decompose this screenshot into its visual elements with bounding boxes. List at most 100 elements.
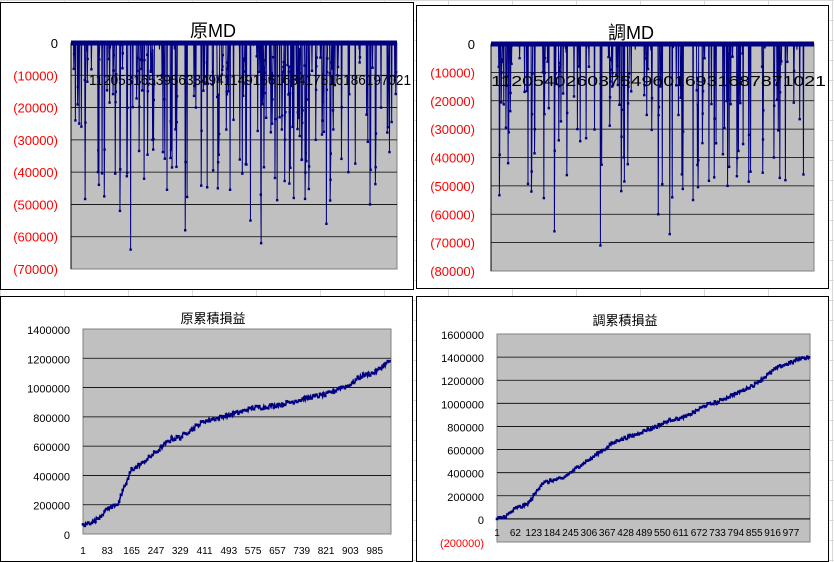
adj-cum-marker — [550, 479, 554, 483]
orig-cum-marker — [332, 391, 336, 394]
adj-md-marker — [659, 68, 663, 71]
orig-cum-x-tick-label: 165 — [123, 546, 140, 557]
adj-cum-y-tick-label: 1000000 — [441, 399, 484, 411]
adj-md-marker — [609, 68, 612, 71]
orig-md-marker — [174, 128, 177, 131]
orig-cum-marker — [367, 371, 370, 375]
orig-cum-marker — [187, 431, 191, 435]
adj-cum-x-tick-label: 245 — [562, 528, 579, 539]
adj-md-marker — [643, 93, 646, 97]
adj-md-marker — [553, 230, 556, 233]
adj-cum-marker — [610, 441, 614, 444]
orig-md-marker — [270, 78, 273, 81]
orig-cum-marker — [256, 404, 259, 408]
orig-md-marker — [386, 126, 390, 129]
adj-cum-marker — [668, 417, 671, 421]
orig-cum-marker — [99, 515, 103, 518]
adj-cum-marker — [516, 505, 520, 509]
orig-md-marker — [245, 163, 248, 166]
orig-md-marker — [259, 241, 263, 245]
orig-cum-marker — [252, 407, 256, 411]
adj-md-marker — [498, 194, 501, 197]
orig-md-marker — [282, 65, 285, 69]
orig-cum-x-tick-label: 985 — [366, 546, 383, 557]
orig-md-marker — [140, 58, 144, 62]
orig-cum-x-tick-label: 411 — [197, 546, 213, 557]
adj-cum-marker — [590, 457, 593, 461]
orig-cum-marker — [327, 390, 331, 393]
adj-md-marker — [507, 131, 510, 134]
orig-cum-marker — [215, 416, 219, 420]
orig-md-marker — [325, 88, 328, 91]
adj-md-marker — [500, 58, 504, 61]
orig-cum-marker — [276, 403, 279, 406]
adj-md-marker — [510, 62, 513, 66]
orig-cum-y-tick-label: 1000000 — [27, 384, 70, 396]
orig-md-marker — [226, 61, 229, 64]
adj-md-x-tick-labels: 1120540260375496016931687871021 — [491, 73, 826, 90]
adj-md-marker — [650, 96, 654, 100]
adj-cum-marker — [617, 439, 621, 443]
adj-md-marker — [526, 182, 530, 186]
adj-md-marker — [593, 128, 596, 131]
adj-cum-marker — [644, 429, 648, 433]
adj-cum-marker — [789, 360, 793, 363]
orig-md-marker — [297, 59, 301, 62]
adj-md-marker — [726, 184, 729, 188]
adj-cum-marker — [780, 365, 784, 368]
orig-md-marker — [347, 170, 350, 174]
orig-cum-marker — [249, 406, 252, 410]
orig-md-marker — [137, 149, 141, 153]
orig-cum-marker — [221, 415, 224, 418]
orig-cum-marker — [250, 405, 254, 409]
adj-cum-marker — [614, 441, 617, 444]
chart-orig-cumulative[interactable]: 0 200000 400000 600000 800000 1000000 1200000 1… — [0, 296, 413, 562]
adj-md-marker — [731, 55, 734, 58]
orig-md-marker — [136, 69, 139, 73]
adj-md-marker — [741, 142, 745, 146]
adj-md-marker — [500, 60, 504, 64]
adj-cum-marker — [802, 356, 805, 360]
adj-md-marker — [543, 56, 547, 60]
orig-cum-marker — [350, 381, 354, 384]
orig-cum-marker — [124, 482, 128, 486]
adj-md-marker — [627, 72, 631, 75]
chart-adj-md[interactable]: 0 (10000) (20000) (30000) (40000) (50000) (600… — [416, 5, 829, 289]
orig-md-marker — [185, 74, 188, 78]
orig-md-marker — [184, 160, 187, 164]
adj-md-marker — [784, 179, 787, 182]
chart-orig-md[interactable]: 0 (10000) (20000) (30000) (40000) (50000) (600… — [0, 2, 414, 290]
orig-cum-marker — [222, 415, 226, 418]
orig-md-title: 原MD — [190, 21, 236, 41]
adj-cum-marker — [558, 476, 561, 479]
orig-md-marker — [129, 248, 132, 251]
orig-md-marker — [271, 74, 274, 77]
orig-md-marker — [283, 179, 286, 183]
adj-md-marker — [775, 98, 779, 101]
adj-md-marker — [541, 71, 545, 74]
orig-md-marker — [369, 168, 372, 171]
orig-md-marker — [330, 61, 333, 64]
adj-md-marker — [500, 101, 503, 104]
adj-md-marker — [778, 91, 782, 94]
orig-md-marker — [103, 148, 106, 151]
adj-cum-marker — [522, 503, 525, 507]
orig-md-marker — [288, 182, 291, 185]
adj-md-marker — [543, 112, 546, 116]
orig-md-marker — [387, 88, 390, 92]
chart-adj-cumulative[interactable]: (200000) 0 200000 400000 600000 800000 1000000… — [416, 296, 829, 562]
orig-cum-marker — [172, 438, 175, 442]
orig-cum-marker — [297, 399, 301, 402]
orig-md-marker — [289, 166, 292, 170]
adj-md-marker — [558, 61, 562, 65]
adj-md-y-tick-label: (80000) — [430, 264, 475, 279]
orig-md-marker — [211, 83, 214, 86]
orig-md-marker — [114, 90, 118, 93]
orig-cum-marker — [126, 477, 130, 481]
orig-md-marker — [163, 98, 166, 101]
orig-cum-marker — [303, 395, 306, 399]
adj-md-marker — [611, 85, 614, 88]
adj-cum-marker — [509, 510, 513, 514]
orig-md-marker — [288, 92, 292, 95]
adj-md-marker — [554, 82, 557, 86]
